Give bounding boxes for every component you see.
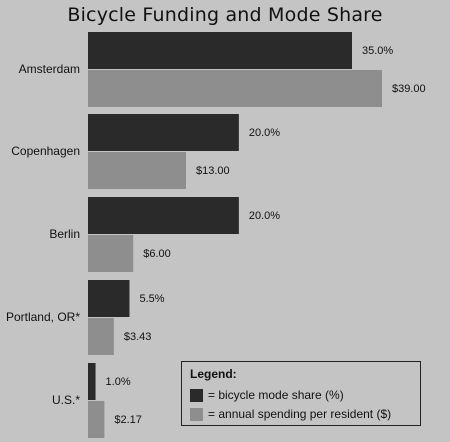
data-label-mode-share: 20.0% — [249, 210, 280, 222]
data-label-mode-share: 5.5% — [139, 293, 164, 305]
data-label-mode-share: 1.0% — [106, 376, 131, 388]
legend-label-spending: = annual spending per resident ($) — [208, 407, 392, 421]
category-label: Amsterdam — [19, 62, 80, 76]
bar-spending — [88, 152, 186, 189]
bar-mode-share — [88, 363, 96, 400]
data-label-spending: $39.00 — [392, 83, 426, 95]
data-label-mode-share: 20.0% — [249, 127, 280, 139]
data-label-spending: $2.17 — [114, 414, 142, 426]
category-label: Portland, OR* — [6, 310, 80, 324]
bar-mode-share — [88, 32, 352, 69]
legend-swatch-spending — [190, 407, 203, 421]
legend-swatch-mode-share — [190, 388, 203, 402]
data-label-spending: $13.00 — [196, 165, 230, 177]
bar-mode-share — [88, 280, 130, 317]
bar-mode-share — [88, 114, 239, 151]
legend-title: Legend: — [190, 367, 237, 381]
data-label-spending: $6.00 — [143, 248, 171, 260]
category-label: U.S.* — [52, 393, 80, 407]
legend-label-mode-share: = bicycle mode share (%) — [208, 388, 344, 402]
bar-spending — [88, 401, 105, 438]
chart-title: Bicycle Funding and Mode Share — [67, 4, 383, 26]
legend-item-mode-share: = bicycle mode share (%) — [190, 388, 344, 402]
category-label: Copenhagen — [11, 144, 80, 158]
bar-spending — [88, 70, 382, 107]
data-label-spending: $3.43 — [124, 331, 152, 343]
legend: Legend: = bicycle mode share (%) = annua… — [181, 361, 421, 426]
data-label-mode-share: 35.0% — [362, 45, 393, 57]
bar-spending — [88, 318, 114, 355]
legend-item-spending: = annual spending per resident ($) — [190, 407, 391, 421]
bar-spending — [88, 235, 134, 272]
bar-mode-share — [88, 197, 239, 234]
category-label: Berlin — [49, 227, 80, 241]
